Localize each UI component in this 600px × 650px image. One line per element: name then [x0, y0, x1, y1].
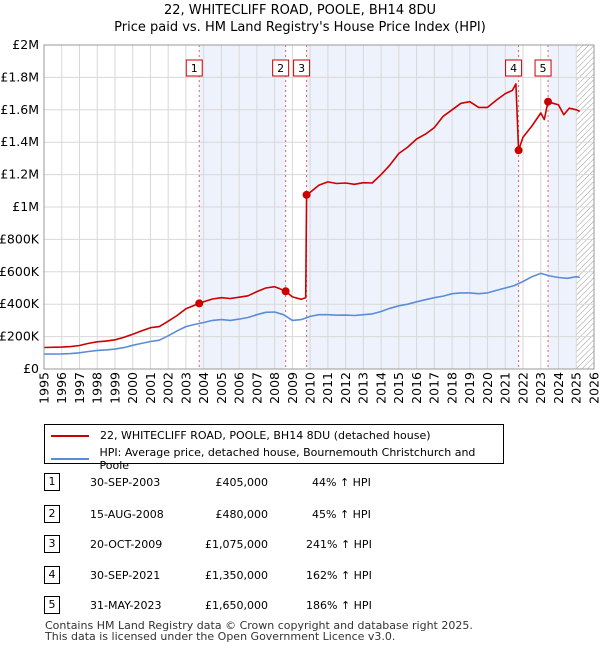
x-tick-label: 2017	[427, 372, 442, 404]
legend-label-hpi: HPI: Average price, detached house, Bour…	[99, 446, 476, 472]
transaction-price: £405,000	[215, 476, 269, 489]
x-tick-label: 2025	[569, 372, 584, 404]
sale-label-text: 5	[540, 62, 547, 75]
footer: Contains HM Land Registry data © Crown c…	[45, 620, 473, 642]
x-tick-label: 2015	[391, 372, 406, 404]
price-chart: 22, WHITECLIFF ROAD, POOLE, BH14 8DU Pri…	[0, 3, 600, 404]
x-tick-label: 1998	[90, 372, 105, 404]
x-tick-label: 2021	[498, 372, 513, 404]
sale-label-text: 4	[510, 62, 517, 75]
x-tick-label: 2004	[196, 372, 211, 404]
transaction-price: £480,000	[215, 508, 269, 521]
x-tick-label: 1996	[54, 372, 69, 404]
transaction-number: 3	[44, 535, 60, 553]
sale-label-box	[293, 59, 311, 77]
transaction-price: £1,650,000	[205, 599, 268, 612]
transaction-date: 30-SEP-2003	[90, 476, 161, 489]
legend-swatch-blue	[51, 458, 89, 460]
y-tick-label: £800K	[0, 231, 40, 246]
y-tick-label: £600K	[0, 264, 40, 279]
y-tick-label: £0	[23, 361, 39, 376]
sale-label-box	[534, 59, 552, 77]
y-tick-label: £1.2M	[0, 167, 39, 182]
x-tick-label: 2003	[178, 372, 193, 404]
transaction-price: £1,075,000	[205, 538, 268, 551]
plot-frame	[43, 44, 595, 370]
transaction-date: 30-SEP-2021	[90, 569, 161, 582]
chart-subtitle: Price paid vs. HM Land Registry's House …	[114, 20, 486, 35]
x-tick-label: 2000	[125, 372, 140, 404]
transaction-hpi: 45% ↑ HPI	[312, 508, 371, 521]
sale-point	[544, 97, 553, 106]
legend-swatch-red	[51, 434, 89, 437]
y-tick-label: £200K	[0, 329, 40, 344]
x-tick-label: 2016	[409, 372, 424, 404]
transaction-hpi: 44% ↑ HPI	[312, 476, 371, 489]
transaction-hpi: 241% ↑ HPI	[306, 538, 372, 551]
x-tick-label: 1995	[36, 372, 51, 404]
legend: 22, WHITECLIFF ROAD, POOLE, BH14 8DU (de…	[44, 424, 504, 472]
sale-label-box	[505, 59, 523, 77]
x-tick-label: 2013	[356, 372, 371, 404]
x-tick-label: 2023	[533, 372, 548, 404]
x-tick-label: 2026	[586, 372, 600, 404]
x-tick-label: 1997	[72, 372, 87, 404]
x-tick-label: 2011	[320, 372, 335, 404]
y-tick-label: £1.6M	[0, 102, 39, 117]
x-tick-label: 2008	[267, 372, 282, 404]
x-tick-label: 2002	[161, 372, 176, 404]
transaction-row: 1 30-SEP-2003 £405,000 44% ↑ HPI	[44, 473, 404, 493]
sale-label-box	[185, 59, 203, 77]
x-tick-label: 2018	[444, 372, 459, 404]
transaction-number: 2	[44, 505, 60, 523]
sale-label-text: 3	[298, 62, 305, 75]
sale-label-text: 2	[277, 62, 284, 75]
sale-point	[302, 190, 311, 199]
y-tick-label: £2M	[12, 37, 39, 52]
x-tick-label: 2022	[515, 372, 530, 404]
chart-title: 22, WHITECLIFF ROAD, POOLE, BH14 8DU	[164, 3, 436, 18]
x-tick-label: 2001	[143, 372, 158, 404]
x-tick-label: 2009	[285, 372, 300, 404]
transaction-date: 20-OCT-2009	[90, 538, 163, 551]
transaction-date: 15-AUG-2008	[90, 508, 164, 521]
sale-point	[514, 146, 523, 155]
y-tick-label: £1.4M	[0, 134, 39, 149]
footer-license: This data is licensed under the Open Gov…	[45, 630, 396, 643]
x-tick-label: 1999	[107, 372, 122, 404]
y-tick-label: £400K	[0, 296, 40, 311]
transaction-hpi: 186% ↑ HPI	[306, 599, 372, 612]
legend-item-property: 22, WHITECLIFF ROAD, POOLE, BH14 8DU (de…	[45, 429, 431, 442]
legend-label-property: 22, WHITECLIFF ROAD, POOLE, BH14 8DU (de…	[100, 429, 431, 442]
property-price-line	[43, 83, 581, 349]
transaction-number: 5	[44, 596, 60, 614]
y-tick-label: £1.8M	[0, 69, 39, 84]
x-tick-label: 2005	[214, 372, 229, 404]
sale-point	[195, 299, 204, 308]
sale-label-box	[272, 59, 290, 77]
sale-point	[281, 287, 290, 296]
x-tick-label: 2010	[303, 372, 318, 404]
transaction-row: 4 30-SEP-2021 £1,350,000 162% ↑ HPI	[44, 566, 404, 586]
legend-item-hpi: HPI: Average price, detached house, Bour…	[45, 446, 503, 472]
sale-label-text: 1	[191, 62, 198, 75]
transaction-date: 31-MAY-2023	[90, 599, 162, 612]
transaction-row: 2 15-AUG-2008 £480,000 45% ↑ HPI	[44, 505, 404, 525]
footer-copyright: Contains HM Land Registry data © Crown c…	[45, 619, 473, 632]
transaction-price: £1,350,000	[205, 569, 268, 582]
x-tick-label: 2019	[462, 372, 477, 404]
transaction-row: 3 20-OCT-2009 £1,075,000 241% ↑ HPI	[44, 535, 404, 555]
transaction-number: 4	[44, 566, 60, 584]
transaction-row: 5 31-MAY-2023 £1,650,000 186% ↑ HPI	[44, 596, 404, 616]
transaction-number: 1	[44, 473, 60, 491]
x-tick-label: 2006	[232, 372, 247, 404]
x-tick-label: 2012	[338, 372, 353, 404]
transaction-hpi: 162% ↑ HPI	[306, 569, 372, 582]
y-tick-label: £1M	[12, 199, 39, 214]
x-tick-label: 2007	[249, 372, 264, 404]
x-tick-label: 2014	[373, 372, 388, 404]
hpi-line	[43, 272, 580, 355]
x-tick-label: 2020	[480, 372, 495, 404]
x-tick-label: 2024	[551, 372, 566, 404]
